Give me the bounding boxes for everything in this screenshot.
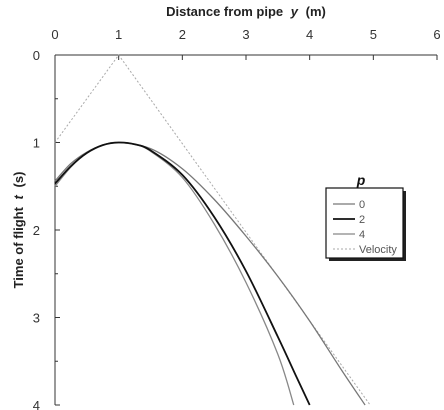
y-tick-label: 4 (33, 398, 40, 410)
x-axis-title: Distance from pipe y (m) (166, 4, 326, 19)
legend-entries: 0 2 4 Velocity (333, 199, 397, 256)
y-axis-title-unit: (s) (11, 172, 26, 188)
legend-label: 2 (359, 214, 365, 226)
legend: p 0 2 4 Velocity (325, 172, 406, 261)
x-axis-title-var: y (290, 4, 299, 19)
x-tick-label: 6 (433, 27, 440, 42)
x-tick-label: 2 (179, 27, 186, 42)
x-tick-label: 3 (242, 27, 249, 42)
x-axis-title-main: Distance from pipe (166, 4, 283, 19)
x-ticks: 0 1 2 3 4 5 6 (51, 27, 441, 60)
series-line-velocity (54, 54, 371, 406)
legend-label: 4 (359, 229, 365, 241)
plot-area: 0 1 2 3 4 5 6 0 1 2 3 4 (33, 27, 441, 410)
y-axis-title-main: Time of flight (11, 206, 26, 288)
series-line-p2 (54, 141, 311, 406)
x-axis-title-unit: (m) (306, 4, 326, 19)
x-tick-label: 4 (306, 27, 313, 42)
legend-box (325, 187, 404, 259)
x-tick-label: 0 (51, 27, 58, 42)
series-layer (54, 54, 371, 406)
y-ticks: 0 1 2 3 4 (33, 48, 60, 410)
y-axis-title-var: t (11, 194, 26, 199)
y-tick-label: 2 (33, 223, 40, 238)
x-tick-label: 1 (115, 27, 122, 42)
legend-label: Velocity (359, 244, 397, 256)
x-tick-label: 5 (370, 27, 377, 42)
y-tick-label: 0 (33, 48, 40, 63)
y-tick-label: 1 (33, 136, 40, 151)
y-axis-title: Time of flight t (s) (11, 172, 26, 289)
y-tick-label: 3 (33, 311, 40, 326)
legend-title: p (356, 172, 366, 188)
legend-label: 0 (359, 199, 365, 211)
